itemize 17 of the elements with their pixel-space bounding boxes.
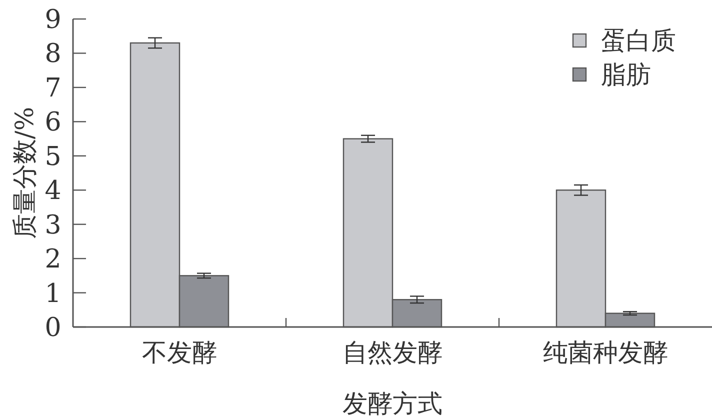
y-tick-label: 4	[44, 176, 62, 206]
x-tick-label: 自然发酵	[342, 338, 442, 367]
y-tick-label: 2	[44, 244, 62, 275]
y-tick-label: 9	[44, 5, 62, 35]
y-axis-title: 质量分数/%	[10, 106, 39, 240]
y-tick-label: 3	[44, 210, 62, 240]
y-tick-label: 7	[44, 73, 62, 104]
y-tick-label: 5	[44, 142, 62, 172]
y-tick-label: 1	[44, 278, 62, 309]
x-tick-label: 不发酵	[142, 338, 217, 367]
y-tick-label: 0	[44, 313, 62, 343]
x-axis-title: 发酵方式	[342, 389, 442, 416]
legend-label: 脂肪	[601, 60, 651, 89]
y-tick-label: 8	[44, 39, 62, 70]
legend-label: 蛋白质	[601, 26, 676, 55]
x-tick-label: 纯菌种发酵	[543, 338, 668, 367]
y-tick-label: 6	[44, 108, 62, 138]
